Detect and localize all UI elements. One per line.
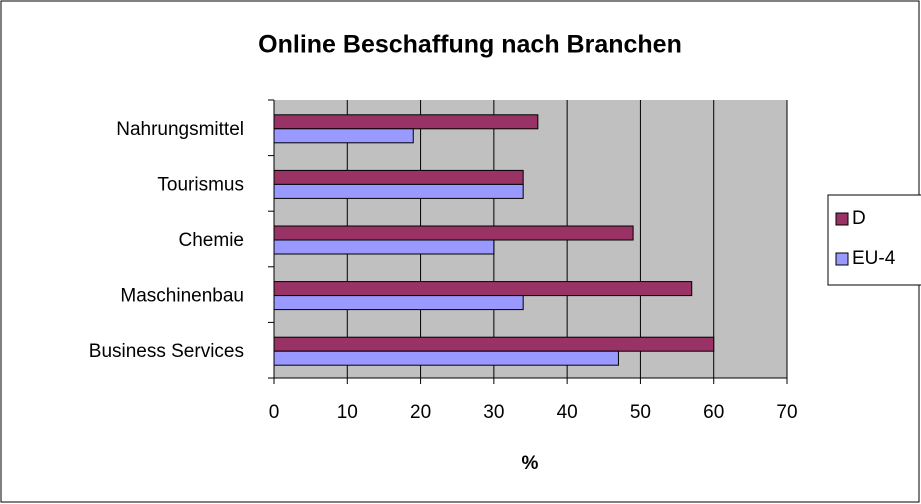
bar (273, 225, 634, 241)
bar (273, 350, 619, 366)
y-tick-label: Chemie (179, 230, 244, 251)
bar (273, 169, 524, 185)
x-tick-label: 10 (337, 402, 358, 423)
x-tick-label: 70 (776, 402, 797, 423)
x-tick-label: 20 (410, 402, 431, 423)
x-tick-label: 60 (703, 402, 724, 423)
bar (273, 239, 495, 255)
y-tick-label: Nahrungsmittel (116, 119, 244, 140)
y-tick-label: Maschinenbau (120, 286, 244, 307)
bar (273, 114, 539, 130)
x-tick-label: 40 (557, 402, 578, 423)
bar (273, 281, 693, 297)
x-tick-label: 0 (269, 402, 280, 423)
bar (273, 183, 524, 199)
x-axis-label: % (522, 453, 539, 474)
bar (273, 128, 414, 144)
chart-title: Online Beschaffung nach Branchen (258, 31, 682, 59)
x-tick-label: 30 (483, 402, 504, 423)
x-tick-label: 50 (630, 402, 651, 423)
legend-label: D (852, 208, 866, 229)
bar (273, 295, 524, 311)
bar (273, 336, 715, 352)
y-tick-label: Tourismus (157, 174, 244, 195)
legend-box (827, 194, 921, 286)
legend-label: EU-4 (852, 248, 896, 269)
legend-swatch (835, 212, 849, 226)
y-tick-label: Business Services (89, 341, 244, 362)
legend-swatch (835, 252, 849, 266)
